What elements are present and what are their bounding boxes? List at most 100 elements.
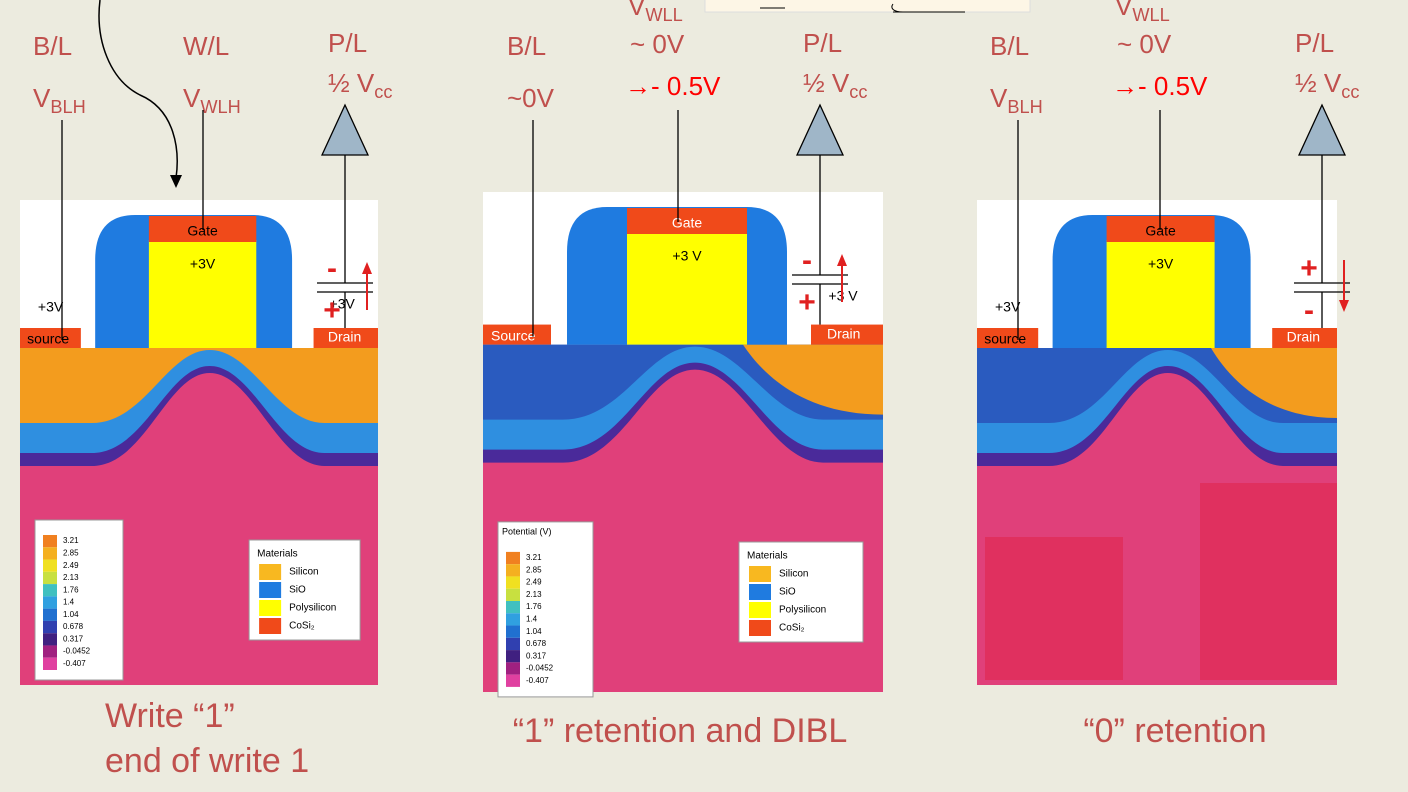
- legend-title: Potential (V): [502, 526, 552, 536]
- gate-voltage: +3V: [190, 256, 216, 272]
- legend-swatch: [506, 600, 520, 614]
- silicon-right: [1193, 348, 1337, 418]
- legend-value: 1.4: [63, 598, 75, 607]
- pl-voltage: ½ Vcc: [1295, 68, 1359, 102]
- legend-swatch: [506, 613, 520, 626]
- material-swatch: [259, 618, 282, 634]
- legend-value: 2.85: [63, 549, 79, 558]
- gate-silicide: [627, 208, 747, 234]
- wl-level: ~ 0V: [630, 29, 685, 59]
- legend-swatch: [43, 559, 57, 572]
- material-name: SiO: [779, 587, 796, 598]
- legend-value: 1.04: [63, 610, 79, 619]
- charge-arrow-head: [362, 262, 372, 274]
- drain-label: Drain: [328, 329, 361, 345]
- label-sub: cc: [374, 82, 392, 102]
- legend-swatch: [506, 662, 520, 675]
- material-swatch: [749, 620, 771, 636]
- label-sub: BLH: [1007, 97, 1042, 117]
- label-sub: WLL: [645, 5, 682, 25]
- bl-voltage: VBLH: [33, 83, 86, 117]
- legend-value: 0.317: [63, 634, 84, 643]
- bl-label: B/L: [33, 31, 72, 61]
- label-main: V: [628, 0, 646, 21]
- source-voltage: +3V: [995, 299, 1021, 315]
- legend-value: 2.49: [63, 561, 79, 570]
- drain-pad: [313, 328, 378, 348]
- source-pad: [483, 324, 551, 345]
- wl-change: →- 0.5V: [1112, 71, 1208, 101]
- wl-voltage: VWLH: [183, 83, 241, 117]
- legend-swatch: [506, 551, 520, 565]
- pl-label: P/L: [1295, 28, 1334, 58]
- drain-voltage: +3V: [330, 296, 356, 312]
- material-name: Silicon: [289, 567, 318, 578]
- material-swatch: [749, 566, 771, 582]
- top-box-line: [760, 3, 965, 13]
- label-main: V: [33, 83, 51, 113]
- material-name: Silicon: [779, 569, 808, 580]
- poly-gate: [627, 232, 747, 345]
- legend-swatch: [506, 625, 520, 638]
- poly-gate: [1106, 240, 1215, 348]
- legend-swatch: [43, 657, 57, 670]
- legend-swatch: [43, 645, 57, 658]
- caption: end of write 1: [105, 742, 309, 780]
- label-sub: cc: [1341, 82, 1359, 102]
- legend-value: -0.407: [526, 676, 549, 685]
- drain-pad: [811, 324, 883, 345]
- material-swatch: [749, 602, 771, 618]
- material-name: CoSi₂: [289, 621, 315, 632]
- pl-voltage: ½ Vcc: [328, 68, 392, 102]
- label-sub: cc: [849, 82, 867, 102]
- materials-title: Materials: [747, 551, 788, 562]
- charge-arrow-head: [1339, 300, 1349, 312]
- wl-level: ~ 0V: [1117, 29, 1172, 59]
- legend-value: 1.76: [526, 602, 542, 611]
- cap-sign: -: [1304, 294, 1314, 327]
- wl-voltage: VWLL: [1115, 0, 1170, 25]
- label-main: V: [1115, 0, 1133, 21]
- source-label: source: [27, 331, 69, 347]
- legend-swatch: [506, 576, 520, 589]
- pl-label: P/L: [328, 28, 367, 58]
- source-voltage: +3V: [38, 299, 64, 315]
- silicon-right: [723, 344, 883, 415]
- legend-swatch: [506, 650, 520, 663]
- gate-label: Gate: [1145, 223, 1176, 239]
- caption: “1” retention and DIBL: [513, 712, 848, 750]
- legend-value: 0.317: [526, 651, 547, 660]
- cap-sign: -: [327, 252, 337, 285]
- legend-value: 1.4: [526, 615, 538, 624]
- legend-swatch: [43, 608, 57, 621]
- legend-value: 1.04: [526, 627, 542, 636]
- material-name: Polysilicon: [779, 605, 826, 616]
- material-swatch: [749, 584, 771, 600]
- drain-voltage: +3 V: [828, 288, 858, 304]
- bl-label: B/L: [990, 31, 1029, 61]
- legend-swatch: [43, 535, 57, 548]
- gate-voltage: +3 V: [672, 248, 702, 264]
- material-swatch: [259, 564, 282, 580]
- label-main: V: [183, 83, 201, 113]
- gate-voltage: +3V: [1148, 256, 1174, 272]
- bl-label: B/L: [507, 31, 546, 61]
- legend-value: -0.0452: [526, 664, 554, 673]
- legend-value: 0.678: [63, 622, 84, 631]
- legend-value: 3.21: [63, 536, 79, 545]
- pl-voltage: ½ Vcc: [803, 68, 867, 102]
- legend-swatch: [506, 637, 520, 651]
- legend-value: 2.13: [526, 590, 542, 599]
- cap-sign: +: [798, 286, 816, 319]
- wl-label: W/L: [183, 31, 229, 61]
- material-name: SiO: [289, 585, 306, 596]
- bl-voltage: VBLH: [990, 83, 1043, 117]
- cover-box: [1200, 483, 1337, 680]
- legend-value: 1.76: [63, 585, 79, 594]
- legend-swatch: [43, 571, 57, 585]
- gate-label: Gate: [672, 215, 703, 231]
- drain-label: Drain: [1287, 329, 1320, 345]
- source-label: Source: [491, 327, 536, 343]
- cap-sign: -: [802, 244, 812, 277]
